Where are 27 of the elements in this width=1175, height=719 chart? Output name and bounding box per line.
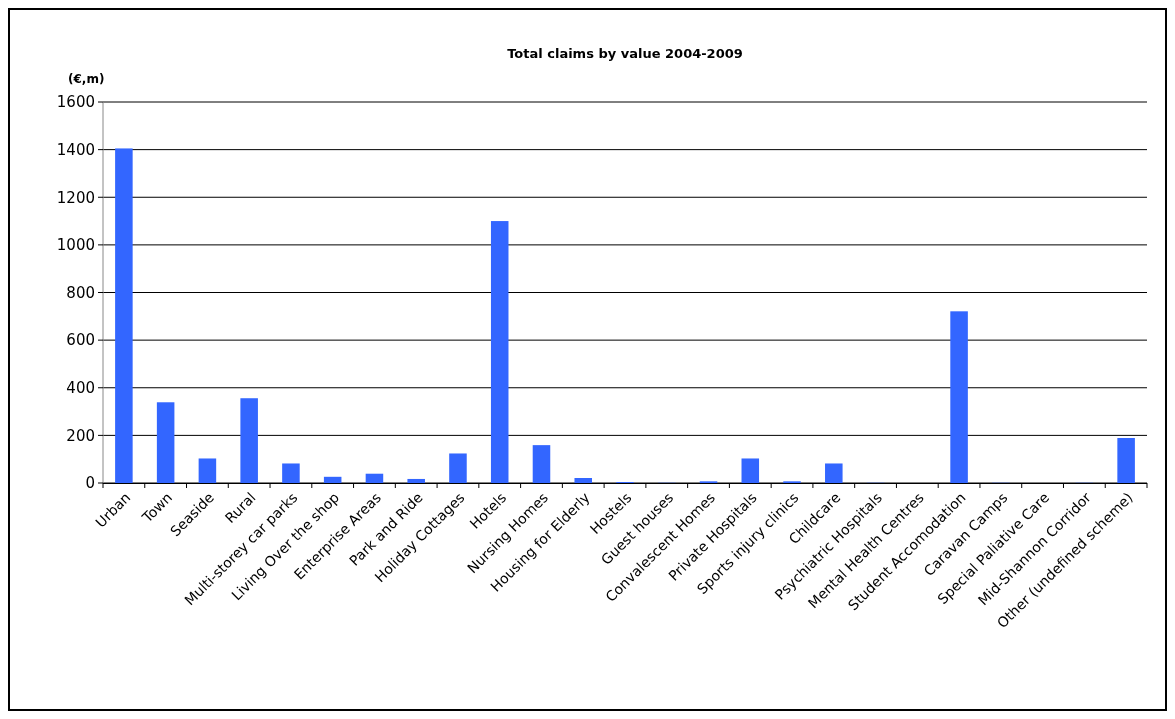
y-tick-label: 400 (66, 379, 95, 397)
y-tick-label: 1400 (56, 140, 95, 159)
bar (282, 463, 300, 483)
bar (1117, 437, 1135, 483)
bar (323, 476, 342, 483)
y-tick-label: 600 (66, 331, 95, 350)
bar (449, 453, 467, 483)
bar (490, 221, 509, 483)
bar (240, 398, 258, 483)
bar (950, 311, 968, 483)
bar (365, 473, 384, 483)
bar (198, 458, 217, 483)
y-axis-title: (€,m) (68, 72, 105, 86)
y-tick-label: 800 (66, 283, 95, 302)
bar (115, 148, 133, 483)
y-tick-label: 200 (66, 426, 95, 445)
chart-title: Total claims by value 2004-2009 (507, 46, 743, 61)
y-tick-label: 0 (85, 474, 95, 493)
bar (574, 478, 593, 483)
y-tick-label: 1200 (56, 188, 95, 207)
bar (407, 478, 425, 483)
y-tick-label: 1000 (56, 236, 95, 255)
bar (156, 402, 175, 483)
bar (532, 445, 551, 483)
bar (741, 458, 760, 483)
bar (825, 463, 843, 483)
y-tick-label: 1600 (56, 93, 95, 112)
